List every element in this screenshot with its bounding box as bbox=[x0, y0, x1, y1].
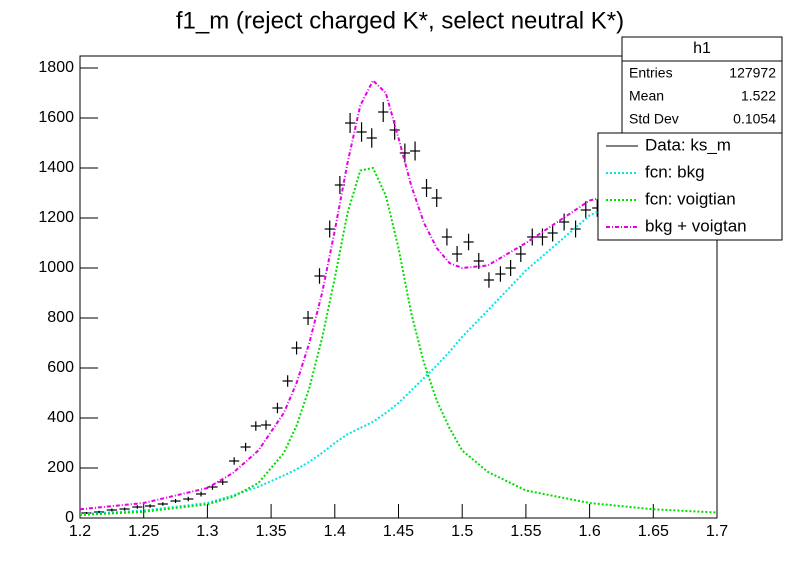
legend-label: Data: ks_m bbox=[645, 135, 731, 154]
stats-label: Std Dev bbox=[629, 111, 679, 127]
stats-label: Entries bbox=[629, 65, 673, 81]
y-tick-label: 1000 bbox=[38, 259, 74, 276]
x-tick-label: 1.6 bbox=[578, 523, 600, 540]
y-tick-label: 400 bbox=[47, 409, 74, 426]
x-tick-label: 1.4 bbox=[324, 523, 346, 540]
y-tick-label: 800 bbox=[47, 309, 74, 326]
stats-value: 127972 bbox=[729, 65, 776, 81]
legend-box bbox=[597, 132, 783, 241]
x-tick-label: 1.25 bbox=[128, 523, 159, 540]
x-tick-label: 1.7 bbox=[706, 523, 728, 540]
y-tick-label: 1200 bbox=[38, 209, 74, 226]
legend-label: fcn: bkg bbox=[645, 162, 705, 181]
x-tick-label: 1.5 bbox=[451, 523, 473, 540]
legend-label: fcn: voigtian bbox=[645, 189, 736, 208]
y-tick-label: 1600 bbox=[38, 109, 74, 126]
stats-label: Mean bbox=[629, 88, 664, 104]
x-tick-label: 1.35 bbox=[256, 523, 287, 540]
y-tick-label: 0 bbox=[65, 509, 74, 526]
stats-value: 1.522 bbox=[741, 88, 776, 104]
y-tick-label: 200 bbox=[47, 459, 74, 476]
fit-curve bbox=[79, 167, 718, 516]
y-tick-label: 600 bbox=[47, 359, 74, 376]
x-tick-label: 1.45 bbox=[383, 523, 414, 540]
x-tick-label: 1.65 bbox=[638, 523, 669, 540]
stats-box bbox=[621, 36, 783, 134]
x-tick-label: 1.55 bbox=[510, 523, 541, 540]
stats-title: h1 bbox=[693, 40, 711, 57]
fit-curve bbox=[79, 166, 718, 516]
x-tick-label: 1.2 bbox=[69, 523, 91, 540]
chart-title: f1_m (reject charged K*, select neutral … bbox=[176, 7, 624, 34]
y-tick-label: 1800 bbox=[38, 59, 74, 76]
x-tick-label: 1.3 bbox=[196, 523, 218, 540]
legend-label: bkg + voigtan bbox=[645, 216, 747, 235]
y-tick-label: 1400 bbox=[38, 159, 74, 176]
stats-value: 0.1054 bbox=[733, 111, 776, 127]
